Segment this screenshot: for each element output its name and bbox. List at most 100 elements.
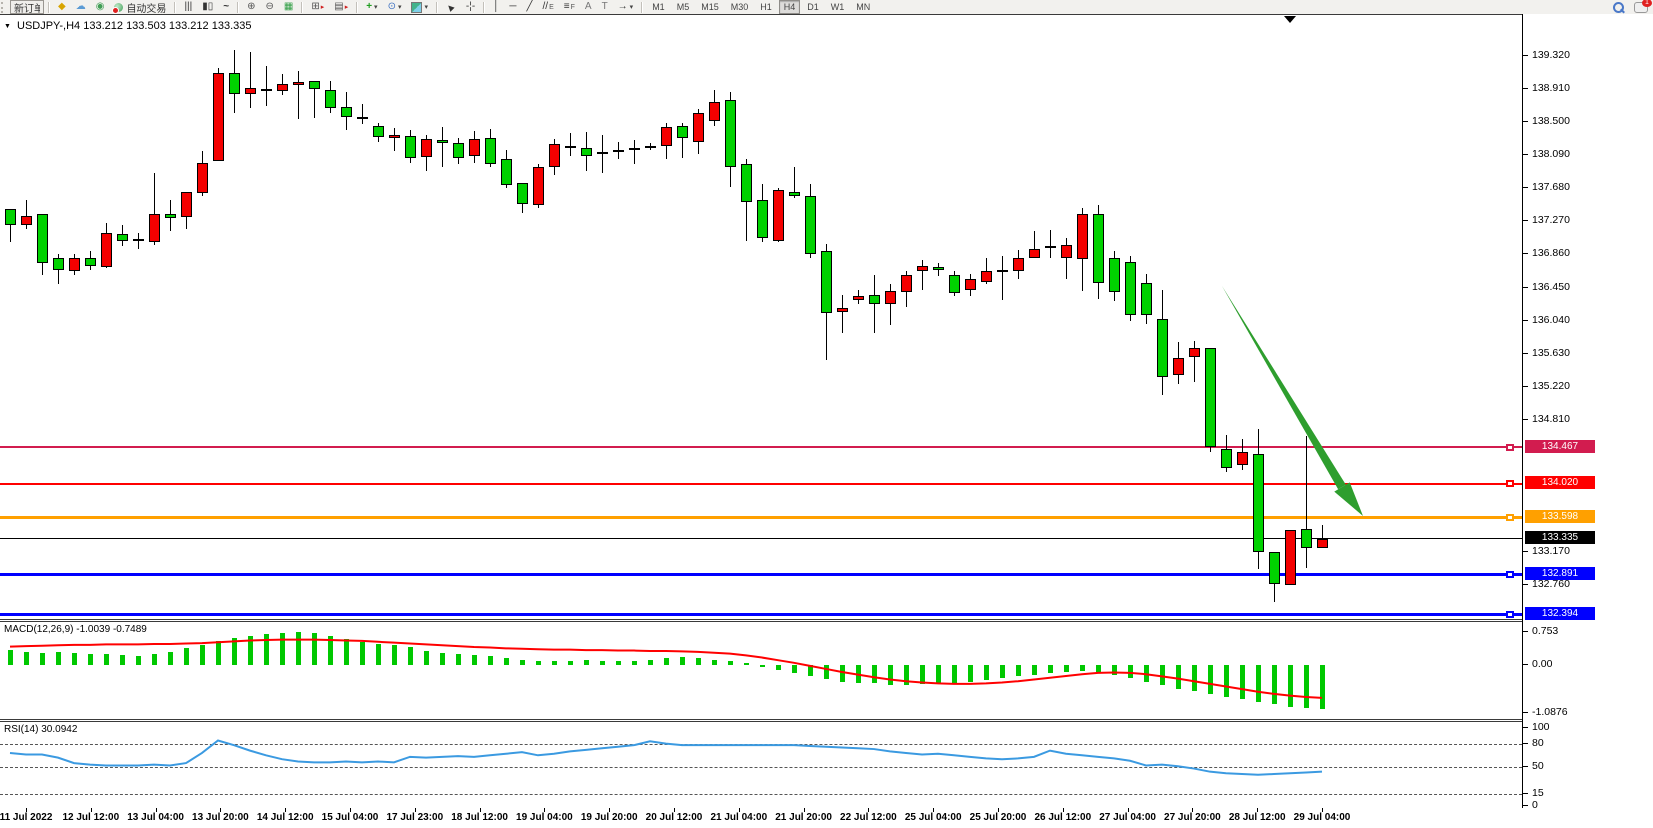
time-tick xyxy=(1062,808,1064,812)
trendline-icon[interactable]: ╱ xyxy=(523,0,537,14)
text-label-icon[interactable]: T xyxy=(598,0,612,14)
toolbar-separator xyxy=(641,1,644,13)
timeframe-button-m1[interactable]: M1 xyxy=(652,2,665,12)
time-tick xyxy=(1257,808,1259,812)
mql5-community-icon[interactable]: ☁ xyxy=(72,0,90,14)
candle xyxy=(613,149,624,152)
timeframe-button-h4[interactable]: H4 xyxy=(778,0,801,14)
macd-histogram-bar xyxy=(1160,665,1165,686)
line-drag-handle[interactable] xyxy=(1506,480,1514,487)
time-tick xyxy=(414,808,416,812)
candle xyxy=(997,269,1008,273)
search-icon[interactable] xyxy=(1609,0,1628,14)
indicators-icon[interactable]: + ▾ xyxy=(362,0,381,14)
candle xyxy=(565,145,576,148)
cursor-icon[interactable]: ► xyxy=(442,0,460,15)
line-chart-icon[interactable]: ~ xyxy=(219,0,233,14)
candle xyxy=(309,81,320,90)
price-tick-label: 139.320 xyxy=(1532,49,1570,62)
macd-histogram-bar xyxy=(1272,665,1277,705)
toolbar-separator xyxy=(48,1,50,13)
gold-box-icon[interactable]: ◆ xyxy=(54,0,70,14)
timeframe-button-w1[interactable]: W1 xyxy=(830,2,845,12)
candle xyxy=(1077,214,1088,260)
candle xyxy=(1189,348,1200,357)
candle xyxy=(357,116,368,119)
profiles-icon[interactable]: ▤ ▸ xyxy=(330,0,352,14)
autotrading-button[interactable]: 自动交易 xyxy=(110,0,170,15)
zoom-out-icon[interactable]: ⊖ xyxy=(261,0,277,14)
rsi-level-line xyxy=(0,794,1522,796)
fibonacci-icon[interactable]: ≡ F xyxy=(560,0,579,14)
chart-shift-marker[interactable] xyxy=(1284,16,1296,23)
timeframe-button-m30[interactable]: M30 xyxy=(730,2,749,12)
equidistant-channel-icon[interactable]: //E xyxy=(539,0,558,14)
bar-chart-icon[interactable]: ||| xyxy=(180,0,196,14)
time-tick-label: 29 Jul 04:00 xyxy=(1293,812,1351,823)
zoom-in-icon[interactable]: ⊕ xyxy=(243,0,259,14)
macd-histogram-bar xyxy=(152,654,157,665)
candle xyxy=(1317,539,1328,548)
candle-wick xyxy=(842,294,843,334)
candle-wick xyxy=(1002,256,1003,300)
timeframe-button-h1[interactable]: H1 xyxy=(760,2,772,12)
timeframe-button-d1[interactable]: D1 xyxy=(807,2,819,12)
price-tick xyxy=(1523,253,1528,255)
toolbar-glyph: ⊞ xyxy=(311,1,320,12)
close-value: 133.335 xyxy=(211,20,252,32)
candle xyxy=(53,258,64,270)
candle xyxy=(1221,448,1232,469)
new-chart-icon[interactable]: ⊞ ▸ xyxy=(307,0,328,14)
periods-icon[interactable]: ⊙ ▾ xyxy=(384,0,406,14)
arrows-icon[interactable]: → ▾ xyxy=(614,0,638,14)
toolbar-glyph: ≡ xyxy=(563,1,570,12)
tile-windows-icon[interactable]: ▦ xyxy=(280,0,297,14)
macd-histogram-bar xyxy=(888,665,893,685)
crosshair-icon[interactable]: -¦- xyxy=(462,0,479,14)
toolbar-glyph: ▤ xyxy=(334,1,344,12)
macd-histogram-bar xyxy=(456,654,461,665)
price-axis: 134.467 134.020 133.598 133.335 132.891 132.3… xyxy=(1522,14,1653,811)
text-icon[interactable]: A xyxy=(581,0,596,14)
timeframe-button-m5[interactable]: M5 xyxy=(676,2,690,12)
macd-histogram-bar xyxy=(728,660,733,665)
candle xyxy=(341,106,352,118)
candle xyxy=(133,239,144,242)
line-drag-handle[interactable] xyxy=(1506,443,1514,451)
macd-label: MACD(12,26,9) -1.0039 -0.7489 xyxy=(4,624,147,635)
line-drag-handle[interactable] xyxy=(1506,611,1514,619)
rsi-indicator-pane[interactable]: RSI(14) 30.0942 xyxy=(0,721,1522,810)
time-tick-label: 22 Jul 12:00 xyxy=(840,812,897,823)
macd-histogram-bar xyxy=(1112,665,1117,675)
time-tick-label: 12 Jul 12:00 xyxy=(62,812,120,823)
toolbar-glyph: A xyxy=(584,1,592,12)
timeframe-button-mn[interactable]: MN xyxy=(856,2,871,12)
horizontal-level-line xyxy=(0,446,1522,449)
macd-tick-label: 0.753 xyxy=(1532,625,1559,637)
candle xyxy=(821,251,832,314)
horizontal-line-icon[interactable]: ─ xyxy=(505,0,520,14)
new-order-button[interactable]: 新订单 xyxy=(10,0,44,15)
candle xyxy=(21,215,32,225)
price-chart-pane[interactable]: ▼ USDJPY-,H4 133.212 133.503 133.212 133… xyxy=(0,14,1522,620)
price-tick xyxy=(1523,551,1528,553)
rsi-level-line xyxy=(0,743,1522,745)
macd-histogram-bar xyxy=(1240,665,1245,700)
new-order-label: 新订单 xyxy=(14,3,40,15)
line-drag-handle[interactable] xyxy=(1506,514,1514,522)
signals-icon[interactable]: ◉ xyxy=(92,0,109,14)
candle xyxy=(1253,453,1264,553)
macd-histogram-bar xyxy=(1304,665,1309,709)
macd-histogram-bar xyxy=(808,665,813,676)
candle xyxy=(597,152,608,155)
macd-indicator-pane[interactable]: MACD(12,26,9) -1.0039 -0.7489 xyxy=(0,621,1522,720)
candle xyxy=(325,89,336,109)
timeframe-button-m15[interactable]: M15 xyxy=(701,2,719,12)
candle-chart-icon[interactable]: ▮▯ xyxy=(198,0,217,14)
notifications-icon[interactable]: 1 xyxy=(1630,0,1652,14)
template-icon[interactable]: ▾ xyxy=(407,0,432,14)
vertical-line-icon[interactable]: │ xyxy=(489,0,503,14)
candle xyxy=(517,183,528,205)
line-drag-handle[interactable] xyxy=(1506,571,1514,579)
time-tick-label: 27 Jul 04:00 xyxy=(1099,812,1156,823)
